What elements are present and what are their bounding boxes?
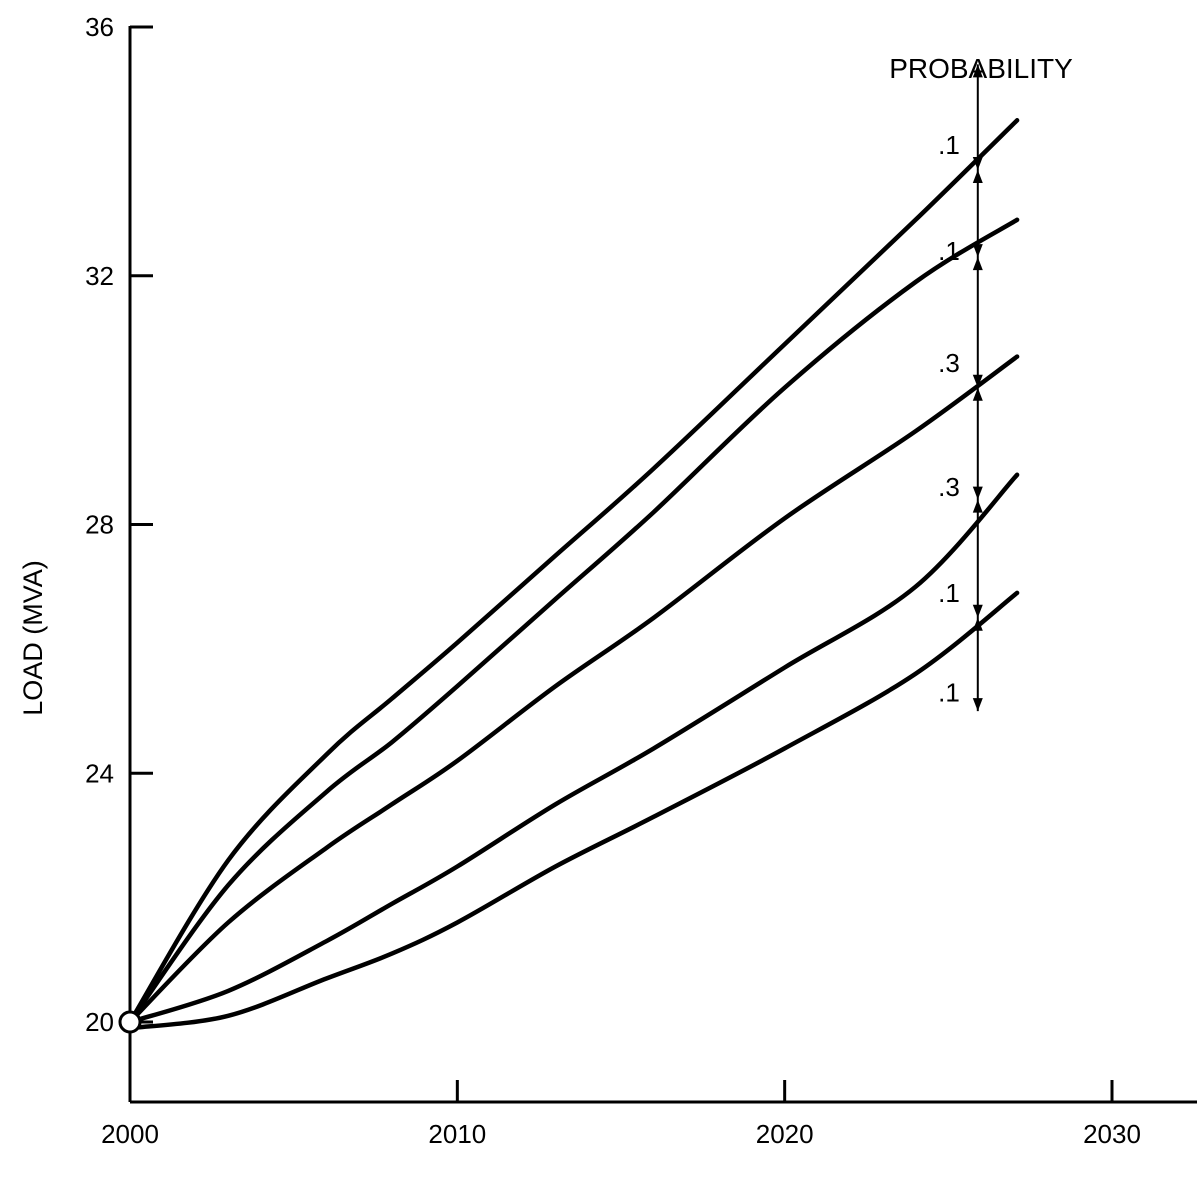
probability-scale: PROBABILITY .1 .1 .3 .3 .1 .1	[889, 53, 1073, 712]
probability-arrow-down	[972, 604, 983, 618]
x-tick-label: 2020	[756, 1119, 814, 1149]
probability-arrow-down	[972, 157, 983, 171]
forecast-line-4	[127, 472, 1020, 1025]
forecast-line-1	[127, 118, 1020, 1025]
probability-label: .1	[938, 130, 960, 160]
probability-arrow-up	[972, 170, 983, 184]
forecast-line-3	[127, 354, 1020, 1025]
start-point-marker	[118, 1010, 142, 1034]
x-tick-label: 2030	[1083, 1119, 1141, 1149]
series-group	[127, 118, 1020, 1031]
y-tick-label: 32	[85, 261, 114, 291]
probability-arrow-up	[972, 387, 983, 401]
probability-arrow-top	[972, 64, 983, 78]
axes	[128, 26, 1197, 1104]
probability-title: PROBABILITY	[889, 53, 1073, 84]
forecast-line-2	[127, 217, 1020, 1025]
y-axis-label: LOAD (MVA)	[18, 560, 48, 716]
probability-arrow-up	[972, 499, 983, 513]
x-ticks: 2000 2010 2020 2030	[101, 1080, 1141, 1149]
forecast-line-5	[127, 590, 1020, 1031]
y-tick-label: 24	[85, 758, 114, 788]
probability-label: .3	[938, 348, 960, 378]
probability-arrow-bottom	[972, 698, 983, 712]
probability-arrow-down	[972, 244, 983, 258]
probability-label: .1	[938, 677, 960, 707]
probability-label: .1	[938, 578, 960, 608]
y-tick-label: 36	[85, 12, 114, 42]
y-tick-label: 20	[85, 1007, 114, 1037]
x-tick-label: 2000	[101, 1119, 159, 1149]
probability-arrow-up	[972, 257, 983, 271]
probability-label: .3	[938, 472, 960, 502]
y-ticks: 20 24 28 32 36	[85, 12, 153, 1037]
y-tick-label: 28	[85, 510, 114, 540]
probability-label: .1	[938, 236, 960, 266]
probability-arrow-down	[972, 486, 983, 500]
probability-arrow-down	[972, 374, 983, 388]
x-tick-label: 2010	[428, 1119, 486, 1149]
probability-arrow-up	[972, 617, 983, 631]
